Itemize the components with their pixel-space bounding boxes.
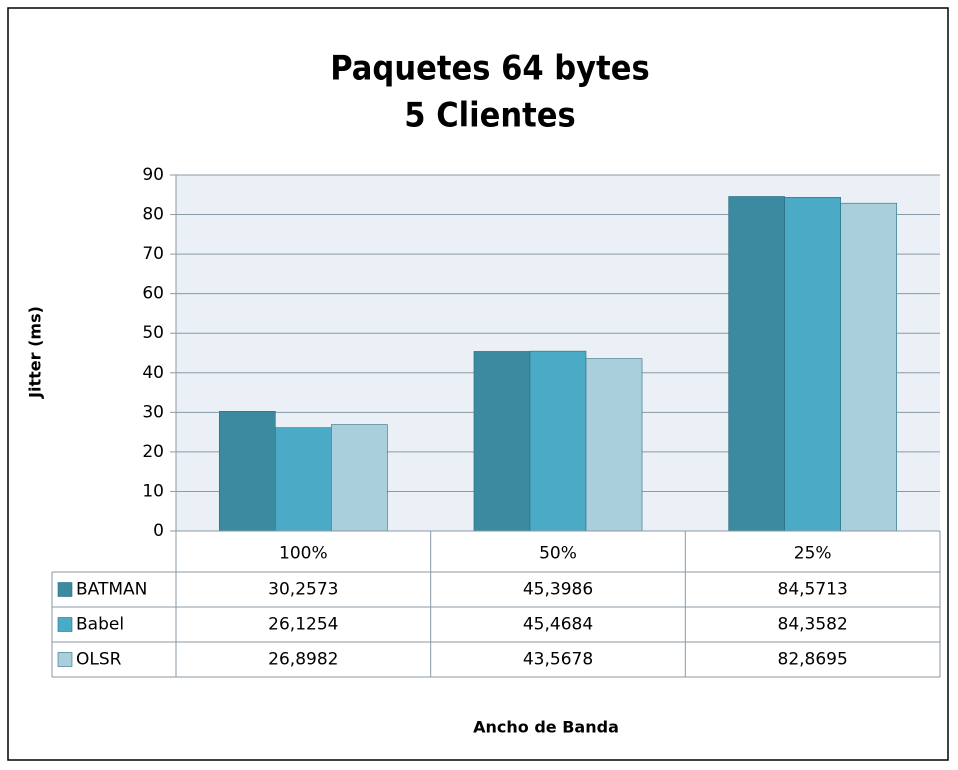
table-cell: 82,8695 — [778, 650, 848, 670]
legend-swatch — [57, 617, 73, 632]
y-tick-label: 0 — [153, 521, 164, 541]
y-tick-label: 40 — [142, 363, 164, 383]
table-cell: 45,3986 — [523, 580, 593, 600]
bar — [529, 350, 587, 532]
legend-label: OLSR — [76, 650, 122, 670]
table-cell: 84,5713 — [778, 580, 848, 600]
y-axis-label: Jitter (ms) — [26, 306, 45, 399]
legend-swatch — [57, 582, 73, 597]
x-tick-label: 25% — [794, 544, 832, 564]
chart-title: Paquetes 64 bytes — [330, 49, 649, 89]
table-cell: 43,5678 — [523, 650, 593, 670]
y-tick-label: 50 — [142, 323, 164, 343]
y-tick-label: 10 — [142, 481, 164, 501]
x-tick-label: 100% — [279, 544, 328, 564]
bar — [728, 196, 785, 532]
bar — [275, 427, 332, 532]
y-tick-label: 30 — [142, 402, 164, 422]
bar — [473, 351, 531, 532]
y-tick-label: 80 — [142, 205, 164, 225]
bar — [331, 424, 388, 532]
y-tick-label: 90 — [142, 165, 164, 185]
legend-label: BATMAN — [76, 580, 147, 600]
bar — [218, 411, 276, 532]
table-cell: 84,3582 — [778, 615, 848, 635]
y-tick-label: 70 — [142, 244, 164, 264]
table-cell: 26,1254 — [268, 615, 338, 635]
bar — [784, 197, 841, 532]
bar — [840, 202, 898, 532]
chart-title: 5 Clientes — [404, 96, 575, 136]
table-cell: 45,4684 — [523, 615, 593, 635]
legend-label: Babel — [76, 615, 124, 635]
legend-swatch — [57, 652, 73, 667]
y-tick-label: 20 — [142, 442, 164, 462]
table-cell: 30,2573 — [268, 580, 338, 600]
y-tick-label: 60 — [142, 284, 164, 304]
x-tick-label: 50% — [539, 544, 577, 564]
x-axis-label: Ancho de Banda — [473, 718, 619, 737]
table-cell: 26,8982 — [268, 650, 338, 670]
bar — [585, 358, 643, 532]
